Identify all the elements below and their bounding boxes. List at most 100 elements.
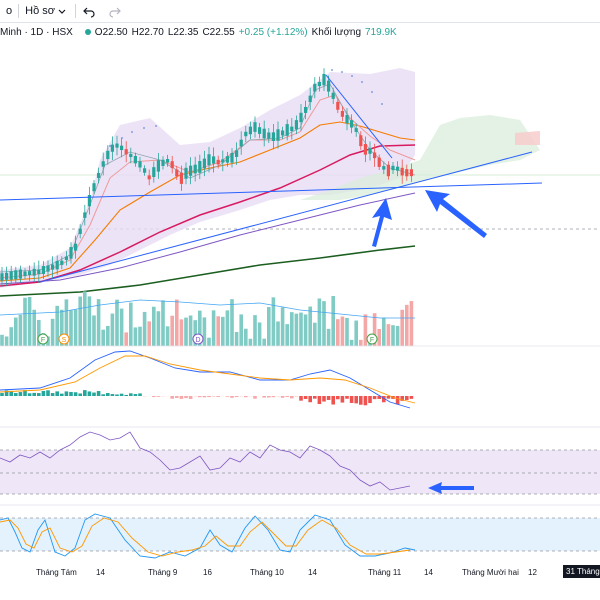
- candle-body: [207, 154, 211, 166]
- macd-histogram-bar: [179, 396, 184, 399]
- volume-bar: [216, 316, 220, 346]
- trendline-blue-1: [0, 182, 543, 201]
- chart-canvas[interactable]: F S D F: [0, 40, 600, 561]
- macd-histogram-bar: [354, 396, 358, 404]
- volume-bar: [294, 313, 299, 346]
- candle-body: [184, 167, 188, 179]
- volume-bar: [124, 332, 128, 346]
- earnings-marker-label: F: [41, 337, 45, 344]
- macd-histogram-bar: [225, 396, 230, 397]
- volume-bar: [184, 317, 188, 346]
- macd-histogram-bar: [372, 396, 377, 400]
- candle-body: [51, 264, 55, 270]
- legend-high: H22.70: [131, 26, 164, 38]
- candle-body: [271, 132, 275, 141]
- candle-body: [161, 159, 165, 166]
- macd-histogram-bar: [377, 396, 381, 399]
- legend-volume-label: Khối lượng: [311, 26, 362, 38]
- time-axis-tick: Tháng 9: [148, 568, 178, 577]
- candle-body: [101, 161, 105, 167]
- earnings-marker: [37, 333, 49, 345]
- volume-bar: [359, 339, 363, 346]
- candle-body: [129, 153, 133, 158]
- candle-body: [5, 272, 9, 280]
- earnings-marker-label: F: [370, 337, 374, 344]
- top-toolbar: o Hồ sơ: [0, 0, 600, 23]
- volume-bar: [349, 339, 354, 346]
- candle-body: [373, 152, 377, 159]
- macd-histogram-bar: [69, 392, 73, 396]
- macd-histogram-bar: [303, 396, 308, 399]
- macd-histogram-bar: [96, 391, 101, 396]
- volume-bar: [198, 310, 202, 346]
- volume-bar: [308, 306, 312, 346]
- macd-histogram-bar: [326, 396, 331, 400]
- annotation-arrow-up: [372, 198, 392, 247]
- volume-bar: [60, 309, 64, 346]
- candle-body: [258, 127, 262, 134]
- macd-histogram-bar: [32, 392, 36, 396]
- volume-bar: [133, 327, 138, 346]
- symbol-title[interactable]: Minh · 1D · HSX: [0, 26, 73, 38]
- redo-button[interactable]: [102, 0, 128, 22]
- volume-bar: [276, 321, 280, 346]
- macd-histogram-bar: [37, 393, 41, 396]
- time-axis[interactable]: Tháng Tám 14 Tháng 9 16 Tháng 10 14 Thán…: [0, 561, 600, 600]
- profile-dropdown[interactable]: Hồ sơ: [19, 0, 75, 22]
- candle-body: [368, 148, 372, 154]
- chevron-down-icon: [58, 9, 66, 14]
- trendline-blue-2: [39, 151, 533, 283]
- candle-body: [276, 129, 280, 141]
- dividend-marker: [192, 333, 204, 345]
- volume-bar: [78, 296, 82, 346]
- ichimoku-cloud-red: [515, 131, 540, 145]
- legend-low: L22.35: [167, 26, 199, 38]
- candle-body: [18, 269, 22, 279]
- volume-bar: [262, 338, 266, 346]
- candle-body: [147, 175, 151, 180]
- volume-bar: [271, 297, 276, 346]
- volume-bar: [73, 309, 78, 346]
- volume-bar: [202, 317, 207, 346]
- macd-histogram-bar: [133, 394, 138, 396]
- split-marker: [58, 333, 70, 345]
- undo-button[interactable]: [76, 0, 102, 22]
- candle-body: [396, 166, 400, 171]
- macd-histogram-bar: [230, 396, 234, 398]
- undo-icon: [83, 7, 95, 18]
- volume-bar: [83, 291, 87, 346]
- candle-body: [92, 183, 96, 192]
- macd-line: [0, 350, 411, 409]
- volume-bar: [391, 325, 395, 346]
- candle-body: [391, 165, 395, 171]
- cursor-date-label: 31 Tháng Mư: [563, 565, 600, 578]
- candle-body: [28, 271, 32, 276]
- volume-bar: [317, 298, 322, 346]
- volume-bar: [170, 315, 174, 346]
- volume-bar: [280, 307, 285, 346]
- volume-bar: [340, 316, 345, 346]
- volume-bar: [326, 328, 331, 346]
- candle-body: [290, 126, 294, 132]
- candlestick-series: [0, 68, 413, 288]
- macd-histogram-bar: [280, 396, 285, 398]
- candle-body: [97, 173, 101, 178]
- candle-body: [87, 194, 91, 207]
- candle-body: [331, 92, 335, 99]
- macd-histogram-bar: [382, 396, 386, 403]
- volume-bar: [50, 318, 55, 346]
- time-axis-tick: 14: [96, 568, 105, 577]
- macd-histogram-bar: [409, 396, 414, 399]
- time-axis-tick: 12: [528, 568, 537, 577]
- macd-histogram-bar: [184, 396, 188, 399]
- volume-bar: [372, 313, 377, 346]
- volume-bar: [147, 321, 151, 346]
- symbol-menu-label: o: [6, 5, 13, 17]
- macd-histogram-bar: [363, 396, 368, 406]
- macd-histogram-bar: [336, 396, 340, 400]
- symbol-menu[interactable]: o: [0, 0, 18, 22]
- time-axis-tick: Tháng Mười hai: [462, 568, 519, 577]
- price-pane: [0, 68, 600, 297]
- candle-body: [23, 271, 27, 277]
- volume-bar: [244, 328, 248, 346]
